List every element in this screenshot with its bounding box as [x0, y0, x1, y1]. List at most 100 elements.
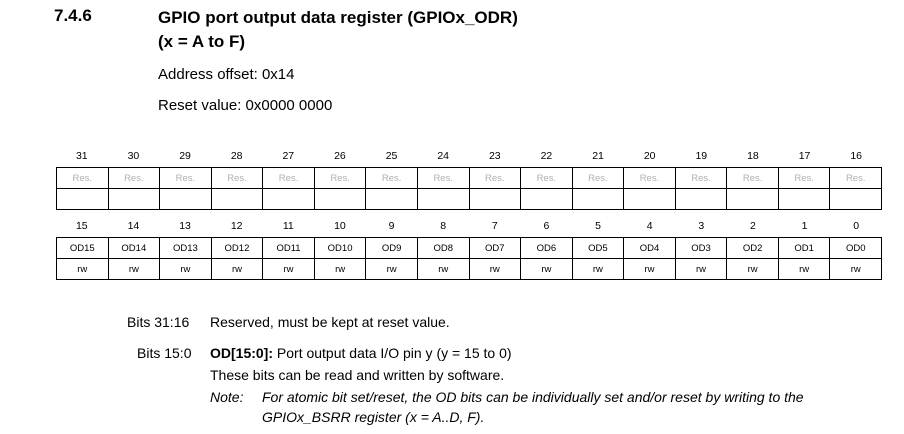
- reserved-access-cell: [56, 188, 109, 210]
- bits-low-line2: These bits can be read and written by so…: [210, 367, 505, 383]
- access-cell: rw: [829, 258, 882, 280]
- reserved-access-cell: [674, 188, 728, 210]
- bits-high-label: Bits 31:16: [127, 314, 190, 330]
- reserved-cell: Res.: [107, 167, 161, 189]
- upper-bit-number: 31: [75, 150, 88, 162]
- reserved-access-cell: [210, 188, 264, 210]
- field-cell: OD4: [623, 237, 676, 259]
- reserved-cell: Res.: [726, 167, 779, 189]
- reserved-cell: Res.: [777, 167, 831, 189]
- field-cell: OD11: [262, 237, 315, 259]
- lower-bit-numbers: 15 14 13 12 11 10 9 8 7 6 5 4 3 2 1 0: [56, 220, 882, 232]
- address-offset: Address offset: 0x14: [158, 66, 295, 83]
- field-cell: OD7: [468, 237, 522, 259]
- reserved-access-cell: [468, 188, 522, 210]
- note-label: Note:: [210, 389, 244, 405]
- reserved-cell: Res.: [313, 167, 367, 189]
- bits-high-text: Reserved, must be kept at reset value.: [210, 314, 450, 330]
- upper-bit-number: 25: [385, 150, 398, 162]
- reserved-cell: Res.: [262, 167, 315, 189]
- field-cell: OD15: [56, 237, 109, 259]
- access-cell: rw: [210, 258, 264, 280]
- field-cell: OD13: [159, 237, 212, 259]
- access-cell: rw: [262, 258, 315, 280]
- field-cell: OD2: [726, 237, 779, 259]
- upper-bit-number: 19: [695, 150, 708, 162]
- access-cell: rw: [520, 258, 573, 280]
- upper-bit-number: 24: [437, 150, 450, 162]
- upper-field-row: Res. Res. Res. Res. Res. Res. Res. Res. Res. Res.…: [56, 167, 882, 189]
- access-cell: rw: [365, 258, 418, 280]
- lower-bit-number: 7: [491, 220, 498, 232]
- upper-bit-number: 17: [798, 150, 811, 162]
- field-cell: OD5: [571, 237, 625, 259]
- access-cell: rw: [56, 258, 109, 280]
- field-cell: OD10: [313, 237, 367, 259]
- field-cell: OD3: [674, 237, 728, 259]
- field-cell: OD0: [829, 237, 882, 259]
- reserved-access-cell: [416, 188, 470, 210]
- reserved-cell: Res.: [623, 167, 676, 189]
- section-number: 7.4.6: [54, 6, 92, 25]
- reserved-access-cell: [313, 188, 367, 210]
- access-cell: rw: [571, 258, 625, 280]
- upper-register-table: Res. Res. Res. Res. Res. Res. Res. Res. Res. Res.…: [56, 167, 882, 210]
- bits-low-description: OD[15:0]: Port output data I/O pin y (y …: [210, 345, 512, 361]
- reset-value: Reset value: 0x0000 0000: [158, 97, 333, 114]
- lower-register-table: OD15 OD14 OD13 OD12 OD11 OD10 OD9 OD8 OD7 OD6 OD5 O…: [56, 237, 882, 280]
- reserved-cell: Res.: [56, 167, 109, 189]
- lower-access-row: rw rw rw rw rw rw rw rw rw rw rw rw rw rw rw rw: [56, 258, 882, 280]
- reserved-access-cell: [777, 188, 831, 210]
- lower-bit-number: 2: [750, 220, 756, 232]
- lower-bit-number: 13: [179, 220, 191, 232]
- access-cell: rw: [468, 258, 522, 280]
- lower-bit-number: 8: [440, 220, 447, 232]
- access-cell: rw: [623, 258, 676, 280]
- reserved-access-cell: [726, 188, 779, 210]
- bits-low-field: OD[15:0]:: [210, 345, 274, 361]
- upper-bit-number: 21: [592, 150, 604, 162]
- reserved-access-cell: [107, 188, 161, 210]
- reserved-cell: Res.: [416, 167, 470, 189]
- lower-bit-number: 15: [75, 220, 88, 232]
- upper-bit-number: 16: [850, 150, 863, 162]
- lower-bit-number: 6: [543, 220, 550, 232]
- reserved-cell: Res.: [210, 167, 264, 189]
- access-cell: rw: [159, 258, 212, 280]
- access-cell: rw: [107, 258, 161, 280]
- field-cell: OD1: [777, 237, 831, 259]
- bits-low-text: Port output data I/O pin y (y = 15 to 0): [273, 345, 512, 361]
- lower-bit-number: 3: [698, 220, 705, 232]
- field-cell: OD8: [416, 237, 470, 259]
- lower-bit-number: 10: [334, 220, 346, 232]
- reserved-cell: Res.: [520, 167, 573, 189]
- lower-bit-number: 4: [646, 220, 653, 232]
- access-cell: rw: [416, 258, 470, 280]
- reserved-access-cell: [159, 188, 212, 210]
- reserved-cell: Res.: [468, 167, 522, 189]
- access-cell: rw: [313, 258, 367, 280]
- upper-bit-number: 18: [747, 150, 759, 162]
- access-cell: rw: [777, 258, 831, 280]
- reserved-access-cell: [623, 188, 676, 210]
- reserved-access-cell: [829, 188, 882, 210]
- section-title: GPIO port output data register (GPIOx_OD…: [158, 6, 518, 54]
- section-title-line2: (x = A to F): [158, 32, 246, 51]
- upper-bit-number: 30: [127, 150, 140, 162]
- upper-bit-number: 29: [179, 150, 191, 162]
- note-line2: GPIOx_BSRR register (x = A..D, F).: [262, 409, 485, 425]
- reserved-cell: Res.: [829, 167, 882, 189]
- upper-bit-numbers: 31 30 29 28 27 26 25 24 23 22 21 20 19 18 17 16: [56, 150, 882, 162]
- upper-bit-number: 20: [643, 150, 656, 162]
- lower-bit-number: 14: [127, 220, 140, 232]
- reserved-access-cell: [262, 188, 315, 210]
- note-line1: For atomic bit set/reset, the OD bits ca…: [262, 389, 804, 405]
- field-cell: OD9: [365, 237, 418, 259]
- lower-bit-number: 9: [388, 220, 395, 232]
- lower-bit-number: 1: [801, 220, 808, 232]
- reserved-cell: Res.: [674, 167, 728, 189]
- reserved-cell: Res.: [365, 167, 418, 189]
- upper-bit-number: 27: [282, 150, 295, 162]
- reserved-access-cell: [571, 188, 625, 210]
- reserved-cell: Res.: [159, 167, 212, 189]
